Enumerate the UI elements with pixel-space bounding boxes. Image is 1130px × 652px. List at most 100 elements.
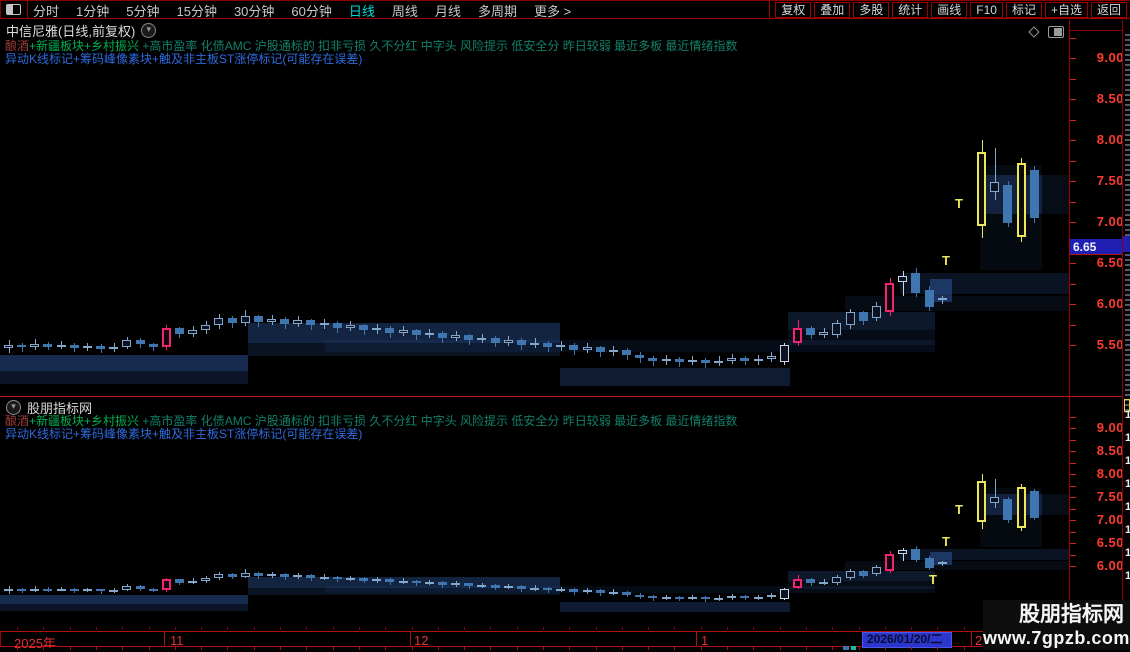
- axis-label: 6.50: [1096, 535, 1124, 550]
- candle-body-w: [779, 589, 789, 599]
- candle-body-h: [4, 589, 13, 591]
- strip-digit: 1: [1125, 456, 1130, 467]
- date-minor-tick-upper: [569, 627, 570, 630]
- date-minor-tick: [806, 647, 807, 650]
- month-boundary-line: [696, 632, 697, 646]
- candle-wick: [705, 358, 706, 368]
- period-tab-1分钟[interactable]: 1分钟: [76, 3, 110, 19]
- candle-body-f: [69, 345, 79, 349]
- period-tab-30分钟[interactable]: 30分钟: [233, 3, 275, 19]
- candle-body-w: [898, 276, 908, 282]
- candle-body-h: [871, 567, 881, 574]
- date-minor-tick: [201, 647, 202, 650]
- date-minor-tick: [438, 647, 439, 650]
- date-minor-tick: [70, 647, 71, 650]
- date-minor-tick: [333, 647, 334, 650]
- date-minor-tick-upper: [359, 627, 360, 630]
- date-minor-tick-upper: [254, 627, 255, 630]
- candlestick-chart-indicator[interactable]: T T T: [0, 397, 1069, 630]
- watermark-site-name: 股朋指标网: [1019, 603, 1124, 626]
- period-tab-分时[interactable]: 分时: [33, 3, 60, 19]
- candle-body-f: [69, 589, 79, 591]
- toolbar-button-叠加[interactable]: 叠加: [814, 2, 851, 18]
- candle-body-h: [845, 570, 855, 578]
- candle-wick: [61, 340, 62, 350]
- candle-body-h: [990, 181, 1000, 193]
- candle-body-h: [267, 574, 276, 577]
- date-minor-tick-upper: [832, 627, 833, 630]
- period-tab-60分钟[interactable]: 60分钟: [291, 3, 332, 19]
- window-layout-iconbox[interactable]: [1, 1, 28, 18]
- period-tab-多周期[interactable]: 多周期: [477, 3, 517, 19]
- axis-tick: [1070, 566, 1076, 567]
- candle-body-p: [885, 282, 895, 313]
- right-sidebar-strip[interactable]: 1 1 1 1 1 1 1 1: [1122, 20, 1130, 650]
- date-minor-tick: [17, 647, 18, 650]
- date-minor-tick: [149, 647, 150, 650]
- candle-body-f: [595, 590, 605, 594]
- candle-body-h: [214, 573, 224, 578]
- candle-body-f: [490, 337, 500, 343]
- tag-segment: 酿酒: [5, 414, 30, 428]
- split-pane-icon[interactable]: [1048, 26, 1064, 38]
- diamond-icon[interactable]: [1028, 26, 1040, 38]
- chip-peak-block: [845, 561, 1069, 570]
- axis-label: 5.50: [1096, 337, 1124, 352]
- date-minor-tick-upper: [780, 627, 781, 630]
- stock-tags-main: 酿酒+新疆板块+乡村振兴 +高市盈率 化债AMC 沪股通标的 扣非亏损 久不分红…: [5, 40, 737, 66]
- toolbar-button-多股[interactable]: 多股: [853, 2, 890, 18]
- chip-peak-block: [788, 570, 935, 581]
- date-minor-tick: [359, 647, 360, 650]
- toolbar-button-F10[interactable]: F10: [970, 2, 1003, 18]
- candle-body-h: [819, 331, 829, 336]
- period-tab-5分钟[interactable]: 5分钟: [126, 3, 160, 19]
- axis-tick: [1070, 439, 1076, 441]
- watermark: 股朋指标网 www.7gpzb.com: [983, 600, 1130, 650]
- toolbar-button-统计[interactable]: 统计: [892, 2, 929, 18]
- date-minor-tick: [543, 647, 544, 650]
- toolbar-button-返回[interactable]: 返回: [1090, 2, 1127, 18]
- candle-body-f: [227, 317, 237, 323]
- date-minor-tick-upper: [937, 627, 938, 630]
- candle-body-f: [437, 582, 447, 585]
- candle-body-f: [96, 589, 106, 592]
- period-tab-日线[interactable]: 日线: [348, 3, 375, 19]
- axis-tick: [1070, 416, 1076, 418]
- toolbar-button-复权[interactable]: 复权: [775, 2, 812, 18]
- candle-body-h: [30, 344, 40, 348]
- panel-divider: [0, 396, 1130, 397]
- period-tab-月线[interactable]: 月线: [434, 3, 461, 19]
- candle-body-h: [871, 306, 881, 318]
- candle-body-f: [858, 312, 868, 322]
- toolbar-button-标记[interactable]: 标记: [1005, 2, 1042, 18]
- date-minor-tick-upper: [280, 627, 281, 630]
- candle-body-f: [622, 591, 632, 595]
- toolbar-button-自选[interactable]: +自选: [1044, 2, 1088, 18]
- period-tab-周线[interactable]: 周线: [391, 3, 418, 19]
- candle-body-h: [372, 579, 382, 582]
- date-minor-tick: [385, 647, 386, 650]
- chevron-down-icon[interactable]: ▾: [6, 399, 21, 415]
- candle-body-f: [43, 344, 53, 347]
- date-minor-tick-upper: [149, 627, 150, 630]
- axis-tick: [1070, 428, 1076, 429]
- axis-top-line: [1070, 30, 1130, 31]
- axis-tick: [1070, 508, 1076, 510]
- axis-tick: [1070, 283, 1076, 285]
- axis-label: 6.50: [1096, 255, 1124, 270]
- toolbar-button-画线[interactable]: 画线: [931, 2, 968, 18]
- strip-digit: 1: [1125, 502, 1130, 513]
- st-limit-t-marker: T: [929, 571, 937, 587]
- candle-body-h: [582, 590, 592, 593]
- chip-peak-block: [930, 279, 952, 303]
- period-tab-15分钟[interactable]: 15分钟: [176, 3, 217, 19]
- chevron-down-icon[interactable]: ▾: [141, 22, 157, 38]
- strip-digit: 1: [1125, 410, 1130, 421]
- period-tab-更多[interactable]: 更多 >: [533, 3, 572, 19]
- candle-body-p: [161, 579, 171, 591]
- st-limit-t-marker: T: [955, 195, 963, 211]
- window-layout-icon: [6, 4, 21, 15]
- cutoff-candle-bit: [843, 646, 849, 650]
- candle-doji: [937, 298, 947, 301]
